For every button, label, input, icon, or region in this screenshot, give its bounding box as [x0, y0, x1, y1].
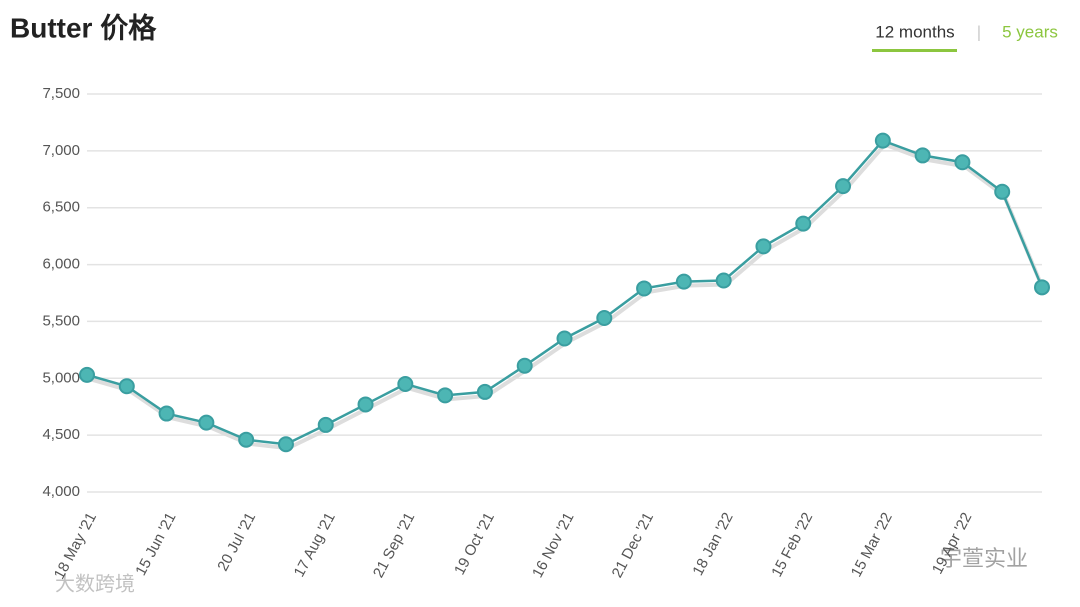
y-tick-label: 4,500	[42, 426, 80, 443]
tab-underline	[872, 49, 957, 52]
point	[79, 366, 95, 383]
point	[795, 215, 812, 232]
point	[397, 375, 414, 392]
point	[277, 436, 294, 453]
y-tick-label: 7,000	[42, 142, 80, 159]
y-tick-label: 7,500	[42, 85, 80, 102]
point	[954, 154, 971, 171]
x-tick-label: 20 Jul '21	[214, 510, 259, 574]
watermark: 大数跨境	[55, 572, 135, 595]
tab[interactable]: 5 years	[1002, 22, 1058, 41]
point	[238, 431, 255, 448]
y-tick-label: 5,000	[42, 369, 80, 386]
point	[158, 405, 175, 422]
x-tick-label: 21 Sep '21	[370, 510, 418, 581]
line-shadow	[88, 142, 1046, 451]
watermark: 宇萱实业	[940, 546, 1028, 571]
point	[914, 147, 931, 164]
tab[interactable]: 12 months	[875, 22, 954, 41]
point	[198, 414, 215, 431]
point	[317, 416, 334, 433]
point	[1034, 279, 1050, 296]
point	[596, 310, 613, 327]
x-tick-label: 21 Dec '21	[609, 510, 657, 581]
point	[994, 183, 1011, 200]
x-tick-label: 15 Feb '22	[768, 510, 816, 580]
y-tick-label: 4,000	[42, 483, 80, 500]
point	[675, 273, 692, 290]
y-tick-label: 5,500	[42, 312, 80, 329]
x-tick-label: 15 Mar '22	[848, 510, 896, 580]
point	[874, 132, 891, 149]
point	[437, 387, 454, 404]
point	[755, 238, 772, 255]
tab-separator: |	[977, 22, 981, 41]
point	[516, 357, 533, 374]
point	[835, 178, 852, 195]
point	[357, 396, 374, 413]
y-tick-label: 6,500	[42, 199, 80, 216]
chart-title: Butter 价格	[10, 12, 157, 43]
line	[86, 139, 1044, 446]
y-tick-label: 6,000	[42, 256, 80, 273]
point	[476, 383, 493, 400]
point	[118, 378, 135, 395]
x-tick-label: 16 Nov '21	[529, 510, 577, 581]
point	[556, 330, 573, 347]
x-tick-label: 18 Jan '22	[689, 510, 736, 579]
x-tick-label: 18 May '21	[51, 510, 100, 582]
x-tick-label: 19 Oct '21	[451, 510, 498, 578]
point	[715, 272, 732, 289]
point	[636, 280, 653, 297]
x-tick-label: 17 Aug '21	[291, 510, 339, 580]
x-tick-label: 15 Jun '21	[132, 510, 179, 579]
